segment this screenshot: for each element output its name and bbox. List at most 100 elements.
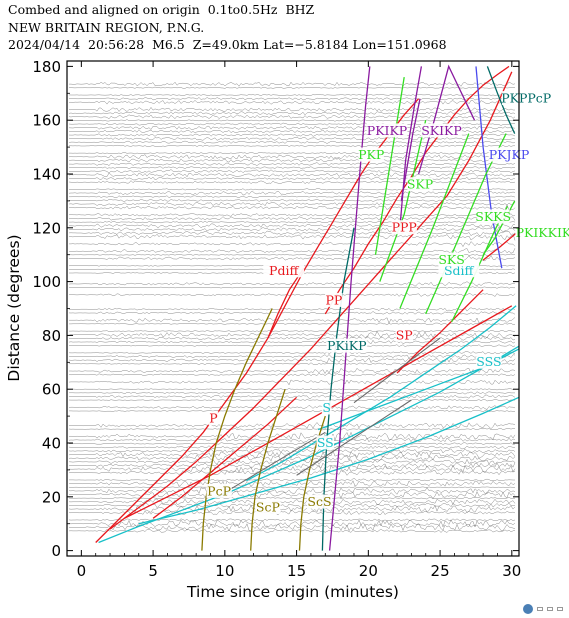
phase-label: S bbox=[321, 400, 332, 415]
svg-text:SSS: SSS bbox=[476, 354, 501, 369]
seismogram-trace bbox=[69, 362, 516, 366]
phase-curve-green bbox=[482, 200, 516, 256]
seismogram-trace bbox=[68, 215, 516, 222]
svg-text:PKIKKIK: PKIKKIK bbox=[516, 225, 569, 240]
x-tick-label: 5 bbox=[148, 562, 158, 580]
seismogram-trace bbox=[68, 111, 516, 116]
phase-curve-blue bbox=[475, 66, 503, 269]
phase-label: PcP bbox=[206, 483, 232, 498]
y-tick-label: 80 bbox=[42, 327, 61, 345]
svg-text:SKIKP: SKIKP bbox=[421, 123, 462, 138]
seismogram-trace bbox=[69, 367, 516, 375]
phase-curve-olive bbox=[250, 389, 286, 551]
svg-text:SS: SS bbox=[317, 435, 334, 450]
y-tick-label: 60 bbox=[42, 381, 61, 399]
phase-curve-green bbox=[379, 120, 427, 282]
seismogram-trace bbox=[68, 99, 516, 105]
chart-title-line-3: 2024/04/14 20:56:28 M6.5 Z=49.0km Lat=−5… bbox=[8, 37, 447, 52]
seismogram-trace bbox=[68, 372, 516, 377]
phase-label: PP bbox=[325, 292, 343, 307]
chart-title-line-1: Combed and aligned on origin 0.1to0.5Hz … bbox=[8, 2, 315, 17]
seismogram-trace bbox=[69, 462, 516, 469]
seismogram-trace bbox=[69, 222, 516, 229]
svg-text:PPP: PPP bbox=[392, 220, 417, 235]
phase-label: SKIKP bbox=[421, 123, 462, 138]
seismogram-trace bbox=[68, 154, 516, 160]
seismogram-trace bbox=[68, 464, 516, 473]
globe-logo-icon bbox=[523, 604, 533, 614]
seismogram-trace bbox=[68, 198, 516, 202]
seismogram-trace bbox=[68, 357, 516, 364]
x-axis-label: Time since origin (minutes) bbox=[186, 583, 399, 601]
seismogram-trace bbox=[69, 151, 516, 155]
y-tick-label: 0 bbox=[51, 542, 61, 560]
phase-curve-red bbox=[324, 65, 510, 315]
seismogram-trace bbox=[68, 226, 516, 233]
svg-text:SP: SP bbox=[396, 327, 413, 342]
phase-label: SSS bbox=[476, 354, 502, 369]
phase-label: SKP bbox=[407, 177, 433, 192]
seismogram-trace bbox=[69, 317, 516, 324]
svg-text:ScP: ScP bbox=[256, 500, 280, 515]
seismogram-trace bbox=[68, 448, 516, 454]
seismogram-trace bbox=[69, 335, 516, 342]
seismogram-trace bbox=[68, 528, 516, 533]
phase-label: PKP bbox=[358, 147, 384, 162]
svg-text:ScS: ScS bbox=[307, 494, 331, 509]
phase-label: SKKS bbox=[475, 209, 511, 224]
svg-text:PKJKP: PKJKP bbox=[489, 147, 530, 162]
seismogram-trace bbox=[68, 166, 516, 170]
seismogram-trace bbox=[68, 119, 516, 122]
x-tick-label: 10 bbox=[215, 562, 234, 580]
y-tick-label: 160 bbox=[32, 112, 61, 130]
phase-label: PPP bbox=[392, 220, 417, 235]
svg-text:PKiKP: PKiKP bbox=[327, 338, 367, 353]
axis-ticks: 0 5 10 15 20 25 30 0 20 40 60 80 100 120 140 160 180 bbox=[32, 58, 521, 580]
seismogram-trace bbox=[68, 487, 516, 495]
seismogram-trace bbox=[68, 97, 516, 101]
seismogram-trace bbox=[68, 211, 516, 217]
seismogram-trace bbox=[69, 220, 516, 224]
seismogram-trace bbox=[68, 136, 516, 141]
phase-curve-red bbox=[396, 289, 484, 374]
phase-curve-teal bbox=[486, 66, 516, 134]
seismogram-trace bbox=[69, 144, 515, 148]
phase-curve-red bbox=[482, 232, 517, 261]
phase-curve-red bbox=[267, 267, 305, 339]
seismogram-trace bbox=[68, 281, 516, 287]
seismogram-trace bbox=[69, 195, 516, 199]
phase-label: Sdiff bbox=[438, 263, 480, 278]
svg-text:PKIKP: PKIKP bbox=[367, 123, 407, 138]
phase-curve-red bbox=[152, 396, 298, 519]
seismogram-trace bbox=[69, 478, 515, 482]
seismogram-trace bbox=[68, 486, 516, 489]
seismogram-trace bbox=[68, 510, 516, 516]
svg-text:Sdiff: Sdiff bbox=[444, 263, 475, 278]
phase-label: ScS bbox=[306, 494, 333, 509]
svg-text:PKPPcP: PKPPcP bbox=[501, 91, 551, 106]
seismogram-trace bbox=[68, 445, 516, 450]
phase-label: PKPPcP bbox=[501, 91, 551, 106]
seismogram-trace bbox=[68, 230, 516, 237]
x-tick-label: 20 bbox=[359, 562, 378, 580]
seismogram-trace bbox=[68, 180, 516, 185]
x-tick-label: 25 bbox=[431, 562, 450, 580]
phase-curve-gray bbox=[353, 337, 441, 404]
seismogram-trace bbox=[69, 329, 516, 333]
y-tick-label: 180 bbox=[32, 58, 61, 76]
phase-curve-green bbox=[374, 76, 405, 255]
seismogram-trace bbox=[68, 190, 516, 196]
x-tick-label: 30 bbox=[502, 562, 521, 580]
phase-label: Pdiff bbox=[263, 263, 305, 278]
seismogram-trace bbox=[68, 398, 516, 402]
seismogram-trace bbox=[68, 480, 516, 488]
seismogram-trace bbox=[69, 81, 516, 87]
x-tick-label: 15 bbox=[287, 562, 306, 580]
svg-text:P: P bbox=[209, 411, 217, 426]
seismogram-trace bbox=[68, 496, 515, 500]
seismogram-trace bbox=[68, 114, 516, 120]
svg-text:S: S bbox=[322, 400, 331, 415]
seismogram-trace bbox=[68, 454, 516, 462]
phase-label: P bbox=[208, 411, 219, 426]
